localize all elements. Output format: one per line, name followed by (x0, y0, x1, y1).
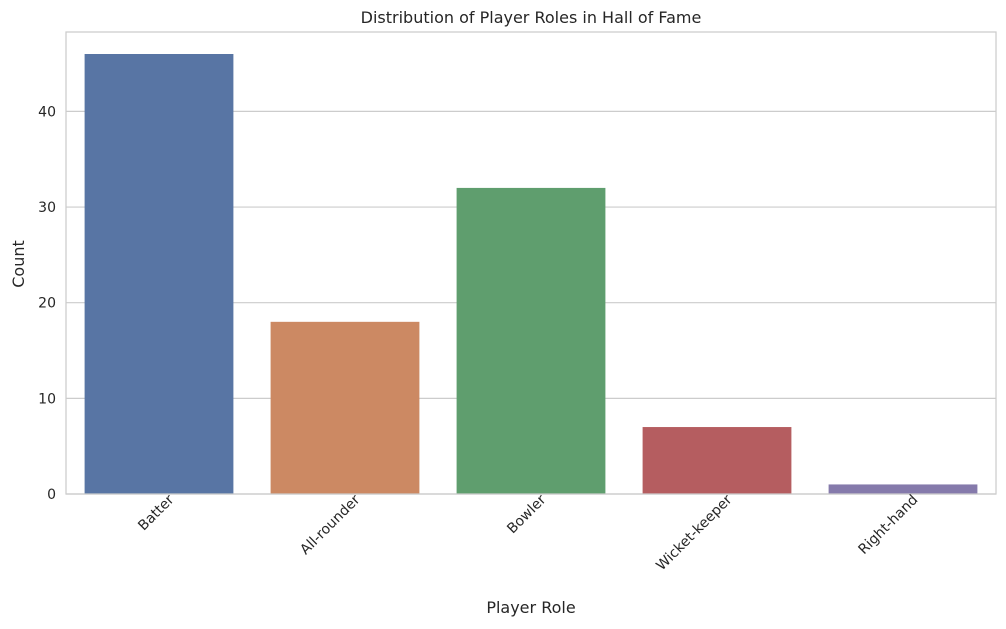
plot-frame (65, 31, 997, 495)
y-tick-label-40: 40 (38, 104, 56, 120)
bar-batter (84, 54, 234, 494)
bar-wicket-keeper (642, 427, 792, 494)
y-tick-label-0: 0 (47, 487, 56, 503)
y-tick-label-20: 20 (38, 296, 56, 312)
x-axis-ticks: Batter All-rounder Bowler Wicket-keeper Righ… (135, 492, 921, 574)
x-axis-label: Player Role (486, 598, 575, 617)
x-tick-label-all-rounder: All-rounder (297, 492, 363, 558)
chart-title: Distribution of Player Roles in Hall of … (361, 8, 702, 27)
x-tick-label-bowler: Bowler (504, 492, 549, 537)
y-axis-label: Count (9, 240, 28, 288)
bar-all-rounder (270, 321, 420, 494)
bar-right-hand (828, 484, 978, 494)
bar-bowler (456, 187, 606, 495)
x-tick-label-wicket-keeper: Wicket-keeper (653, 492, 735, 574)
y-axis-ticks: 0 10 20 30 40 (38, 104, 56, 503)
x-tick-label-right-hand: Right-hand (856, 492, 922, 558)
y-tick-label-30: 30 (38, 200, 56, 216)
bars (84, 54, 978, 495)
x-tick-label-batter: Batter (135, 492, 177, 534)
y-tick-label-10: 10 (38, 391, 56, 407)
